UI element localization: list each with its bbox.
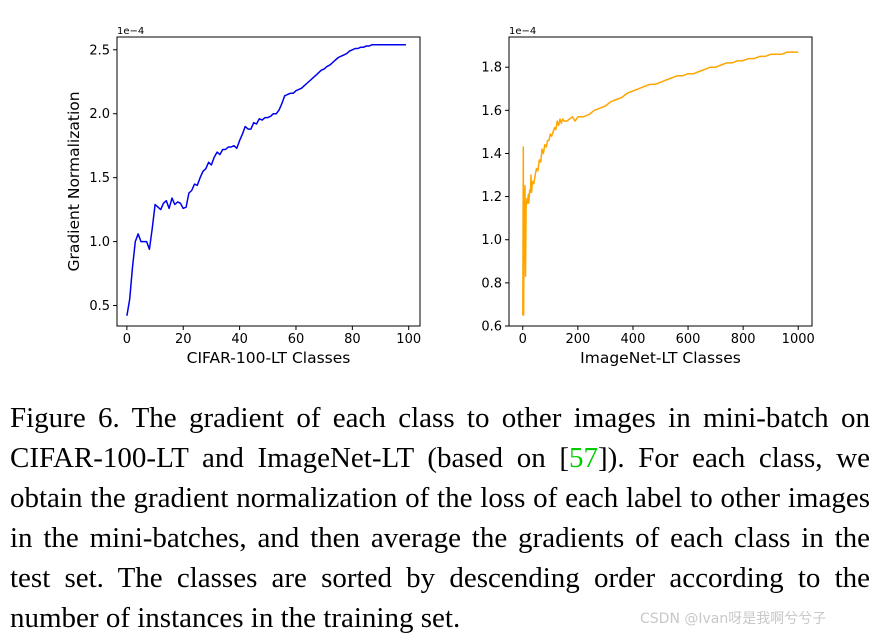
x-tick-label: 600 bbox=[676, 332, 701, 347]
series-line-0 bbox=[522, 51, 799, 316]
x-tick-label: 0 bbox=[519, 332, 527, 347]
y-tick-label: 2.0 bbox=[89, 107, 110, 122]
figure-caption: Figure 6. The gradient of each class to … bbox=[10, 398, 870, 638]
x-tick-label: 200 bbox=[565, 332, 590, 347]
y-tick-label: 0.6 bbox=[481, 320, 502, 335]
x-axis-label: ImageNet-LT Classes bbox=[580, 349, 741, 367]
x-axis-label: CIFAR-100-LT Classes bbox=[187, 349, 351, 367]
y-tick-label: 1.2 bbox=[481, 190, 502, 205]
y-tick-label: 1.6 bbox=[481, 104, 502, 119]
imagenet-chart: 0 200 400 600 800 1000 0.6 0.8 1.0 1.2 1.4 1.6 1.8 1e… bbox=[481, 26, 814, 367]
y-tick-label: 1.8 bbox=[481, 61, 502, 76]
x-tick-label: 20 bbox=[175, 332, 192, 347]
x-tick-label: 1000 bbox=[782, 332, 815, 347]
y-scale-label: 1e−4 bbox=[509, 26, 536, 37]
series-line-0 bbox=[126, 43, 406, 316]
y-axis-label: Gradient Normalization bbox=[65, 91, 83, 271]
x-tick-label: 40 bbox=[231, 332, 248, 347]
citation-link[interactable]: 57 bbox=[569, 442, 599, 474]
y-tick-label: 1.4 bbox=[481, 147, 502, 162]
x-tick-label: 80 bbox=[344, 332, 361, 347]
x-tick-label: 100 bbox=[396, 332, 421, 347]
x-tick-label: 800 bbox=[731, 332, 756, 347]
y-tick-label: 1.0 bbox=[481, 233, 502, 248]
caption-text-start: Figure 6. The gradient of each class to … bbox=[10, 402, 870, 474]
y-tick-label: 0.5 bbox=[89, 299, 110, 314]
y-tick-label: 0.8 bbox=[481, 276, 502, 291]
caption-text-end: ]). For each class, we obtain the gradie… bbox=[10, 442, 871, 634]
x-tick-label: 400 bbox=[621, 332, 646, 347]
y-tick-label: 2.5 bbox=[89, 43, 110, 58]
charts-area: 0 20 40 60 80 100 0.5 1.0 1.5 2.0 2.5 1e−4 CIFAR-100… bbox=[65, 26, 815, 367]
cifar-chart: 0 20 40 60 80 100 0.5 1.0 1.5 2.0 2.5 1e−4 CIFAR-100… bbox=[65, 26, 421, 367]
y-tick-label: 1.5 bbox=[89, 171, 110, 186]
y-tick-label: 1.0 bbox=[89, 235, 110, 250]
y-scale-label: 1e−4 bbox=[117, 26, 144, 37]
plot-frame bbox=[508, 36, 813, 327]
plot-frame bbox=[116, 36, 421, 327]
x-tick-label: 0 bbox=[123, 332, 131, 347]
x-tick-label: 60 bbox=[288, 332, 305, 347]
watermark-text: CSDN @Ivan呀是我啊兮兮子 bbox=[640, 611, 827, 627]
